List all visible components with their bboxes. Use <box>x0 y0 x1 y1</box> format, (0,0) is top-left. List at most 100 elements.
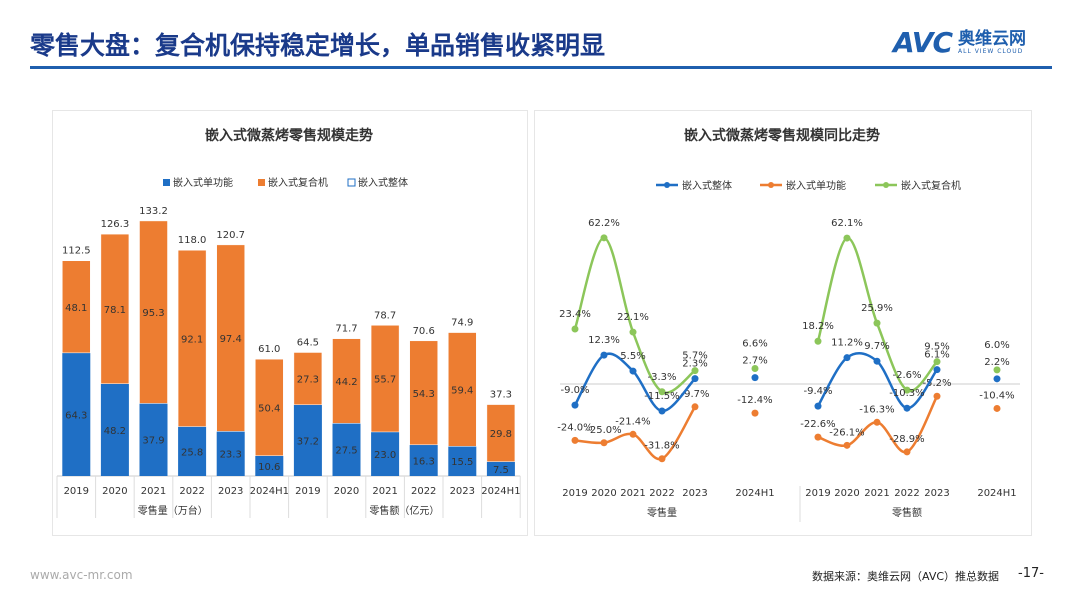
marker-single <box>658 455 666 463</box>
x-tick-label: 2020 <box>102 486 127 497</box>
label-total: -9.0% <box>560 385 589 396</box>
bar-single <box>409 444 438 476</box>
page-number: -17- <box>1018 566 1044 581</box>
label-composite: 44.2 <box>335 377 357 388</box>
label-single: 15.5 <box>451 457 473 468</box>
bar-single <box>332 423 361 476</box>
label-composite: 29.8 <box>490 429 512 440</box>
bar-composite <box>370 325 400 433</box>
label-single: -25.0% <box>586 425 621 436</box>
x-tick-label: 2020 <box>591 488 616 499</box>
bar-single <box>178 426 207 476</box>
x-tick-label: 2019 <box>295 486 320 497</box>
x-tick-label: 2022 <box>411 486 436 497</box>
label-single: -5.2% <box>922 378 951 389</box>
legend-swatch <box>163 179 170 186</box>
marker-composite <box>843 234 851 242</box>
label-single: 10.6 <box>258 462 280 473</box>
label-total: 64.5 <box>297 337 319 348</box>
label-composite: -3.3% <box>647 372 676 383</box>
bar-composite <box>486 404 516 462</box>
label-single: 23.3 <box>220 450 242 461</box>
label-single: -24.0% <box>557 422 592 433</box>
label-total: 2.3% <box>682 359 707 370</box>
bar-composite <box>409 340 438 446</box>
x-tick-label: 2021 <box>141 486 166 497</box>
website: www.avc-mr.com <box>30 568 133 582</box>
marker-single <box>993 404 1001 412</box>
marker-composite <box>658 388 666 396</box>
bar-composite <box>332 338 361 424</box>
label-composite: 22.1% <box>617 312 649 323</box>
bar-composite <box>177 249 207 427</box>
label-total: 12.3% <box>588 335 620 346</box>
marker-single <box>814 433 822 441</box>
bar-composite <box>139 220 168 404</box>
x-tick-label: 2023 <box>450 486 475 497</box>
bar-composite <box>100 233 130 384</box>
marker-total <box>993 375 1001 383</box>
label-total: 78.7 <box>374 310 396 321</box>
line-composite <box>573 236 696 395</box>
marker-single <box>933 392 941 400</box>
avc-logo: AVC 奥维云网 ALL VIEW CLOUD <box>893 26 1026 59</box>
marker-single <box>903 448 911 456</box>
marker-total <box>903 404 911 412</box>
marker-single <box>843 441 851 449</box>
marker-composite <box>629 328 637 336</box>
label-single: -28.9% <box>889 434 924 445</box>
label-single: 16.3 <box>413 456 435 467</box>
line-chart-panel <box>534 110 1032 536</box>
label-total: -10.3% <box>889 388 924 399</box>
label-single: -10.4% <box>979 390 1014 401</box>
label-single: -21.4% <box>615 416 650 427</box>
legend-label: 嵌入式单功能 <box>786 179 846 192</box>
bar-single <box>216 431 245 476</box>
marker-total <box>814 402 822 410</box>
x-tick-label: 2019 <box>64 486 89 497</box>
label-total: 2.2% <box>984 357 1009 368</box>
group-label: 零售额（亿元） <box>369 504 439 517</box>
bar-single <box>486 461 515 476</box>
x-tick-label: 2024H1 <box>735 488 774 499</box>
group-label: 零售量（万台） <box>138 504 208 517</box>
x-tick-label: 2022 <box>649 488 674 499</box>
x-tick-label: 2019 <box>805 488 830 499</box>
label-total: -11.5% <box>644 391 679 402</box>
logo-cn: 奥维云网 <box>958 29 1026 49</box>
label-single: 64.3 <box>65 410 87 421</box>
marker-composite <box>873 319 881 327</box>
label-composite: 27.3 <box>297 375 319 386</box>
label-composite: 18.2% <box>802 321 834 332</box>
label-total: 61.0 <box>258 344 280 355</box>
label-composite: 78.1 <box>104 305 126 316</box>
label-composite: 59.4 <box>451 385 473 396</box>
x-tick-label: 2020 <box>834 488 859 499</box>
marker-composite <box>600 234 608 242</box>
label-composite: 54.3 <box>413 389 435 400</box>
marker-total <box>571 401 579 409</box>
bar-composite <box>255 358 284 456</box>
x-tick-label: 2020 <box>334 486 359 497</box>
label-composite: 6.0% <box>984 340 1009 351</box>
label-composite: 55.7 <box>374 375 396 386</box>
label-single: 25.8 <box>181 447 203 458</box>
x-tick-label: 2024H1 <box>481 486 520 497</box>
marker-single <box>751 409 759 417</box>
label-composite: 25.9% <box>861 303 893 314</box>
label-composite: 48.1 <box>65 303 87 314</box>
marker-total <box>933 366 941 374</box>
label-single: -31.8% <box>644 441 679 452</box>
bar-single <box>139 403 168 476</box>
label-composite: 6.6% <box>742 338 767 349</box>
label-single: 37.2 <box>297 436 319 447</box>
marker-total <box>658 407 666 415</box>
bar-single <box>293 404 322 476</box>
legend-swatch <box>347 178 356 187</box>
bar-single <box>100 383 129 476</box>
legend-label: 嵌入式复合机 <box>901 179 961 192</box>
x-tick-label: 2021 <box>372 486 397 497</box>
label-total: 11.2% <box>831 338 863 349</box>
legend-label: 嵌入式单功能 <box>173 176 233 189</box>
label-total: 118.0 <box>178 235 207 246</box>
